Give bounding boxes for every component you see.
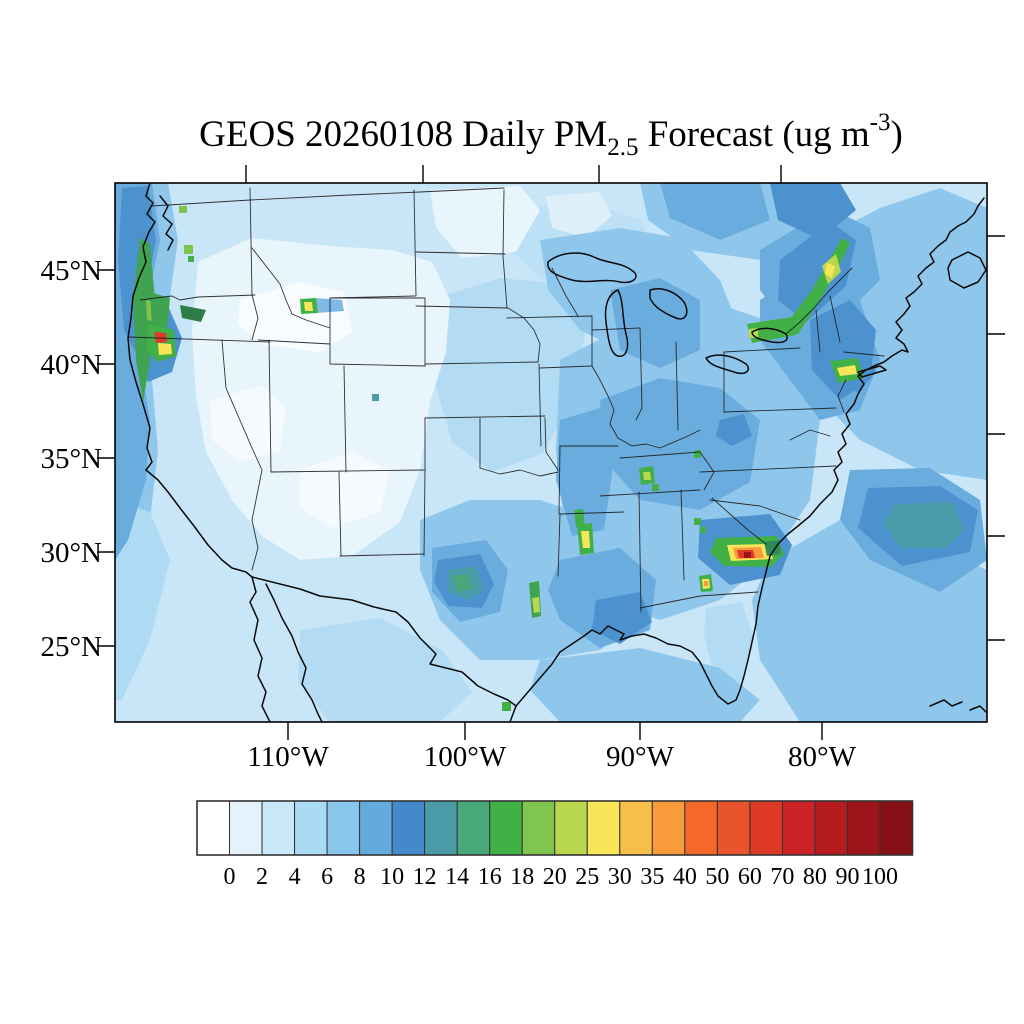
chart-title: GEOS 20260108 Daily PM2.5 Forecast (ug m…: [199, 109, 903, 161]
colorbar-tick-label: 8: [354, 864, 366, 890]
colorbar: [196, 800, 914, 856]
colorbar-tick-label: 6: [321, 864, 333, 890]
colorbar-tick-label: 2: [256, 864, 268, 890]
colorbar-tick-label: 20: [543, 864, 567, 890]
colorbar-cell: [781, 800, 816, 856]
colorbar-cell: [879, 800, 914, 856]
colorbar-tick-label: 12: [413, 864, 437, 890]
coastlines: [127, 183, 987, 722]
colorbar-tick-label: 50: [705, 864, 729, 890]
map-frame: [114, 182, 988, 723]
axis-ticks: [97, 165, 1005, 740]
lat-tick-label: 40°N: [40, 349, 102, 381]
colorbar-cell: [359, 800, 393, 856]
colorbar-cell: [294, 800, 328, 856]
state-borders: [128, 187, 885, 613]
colorbar-cell: [326, 800, 361, 856]
colorbar-cell: [619, 800, 653, 856]
colorbar-cell: [651, 800, 686, 856]
colorbar-tick-label: 80: [803, 864, 827, 890]
colorbar-cell: [229, 800, 263, 856]
colorbar-cell: [391, 800, 426, 856]
colorbar-cell: [716, 800, 751, 856]
lat-tick-label: 25°N: [40, 631, 102, 663]
colorbar-cell: [846, 800, 881, 856]
colorbar-border: [196, 800, 914, 856]
colorbar-tick-label: 4: [289, 864, 301, 890]
colorbar-cell: [814, 800, 848, 856]
colorbar-tick-label: 90: [835, 864, 859, 890]
colorbar-cell: [196, 800, 231, 856]
colorbar-tick-label: 30: [608, 864, 632, 890]
latitude-axis-labels: 45°N 40°N 35°N 30°N 25°N: [40, 255, 102, 663]
lat-tick-label: 45°N: [40, 255, 102, 287]
colorbar-cell: [261, 800, 296, 856]
colorbar-cell: [521, 800, 556, 856]
lat-tick-label: 35°N: [40, 443, 102, 475]
colorbar-tick-label: 60: [738, 864, 762, 890]
colorbar-cell: [554, 800, 588, 856]
colorbar-tick-label: 25: [575, 864, 599, 890]
colorbar-cell: [749, 800, 783, 856]
lon-tick-label: 110°W: [247, 741, 329, 773]
colorbar-labels: 0 2 4 6 8 10 12 14 16 18 20 25 30 35 40 50 60 70 80 90 100: [224, 864, 898, 890]
filled-contour-field: [115, 183, 987, 722]
colorbar-tick-label: 0: [224, 864, 236, 890]
colorbar-tick-label: 16: [478, 864, 502, 890]
colorbar-cell: [684, 800, 718, 856]
colorbar-tick-label: 35: [640, 864, 664, 890]
lon-tick-label: 80°W: [788, 741, 857, 773]
colorbar-cell: [586, 800, 621, 856]
colorbar-tick-label: 10: [380, 864, 404, 890]
lon-tick-label: 100°W: [424, 741, 507, 773]
colorbar-cell: [424, 800, 458, 856]
colorbar-tick-label: 70: [770, 864, 794, 890]
colorbar-tick-label: 40: [673, 864, 697, 890]
lon-tick-label: 90°W: [606, 741, 675, 773]
colorbar-cell: [456, 800, 491, 856]
colorbar-cell: [489, 800, 523, 856]
colorbar-tick-label: 18: [510, 864, 534, 890]
lat-tick-label: 30°N: [40, 537, 102, 569]
colorbar-tick-label: 100: [862, 864, 898, 890]
longitude-axis-labels: 110°W 100°W 90°W 80°W: [247, 741, 856, 773]
colorbar-tick-label: 14: [445, 864, 469, 890]
